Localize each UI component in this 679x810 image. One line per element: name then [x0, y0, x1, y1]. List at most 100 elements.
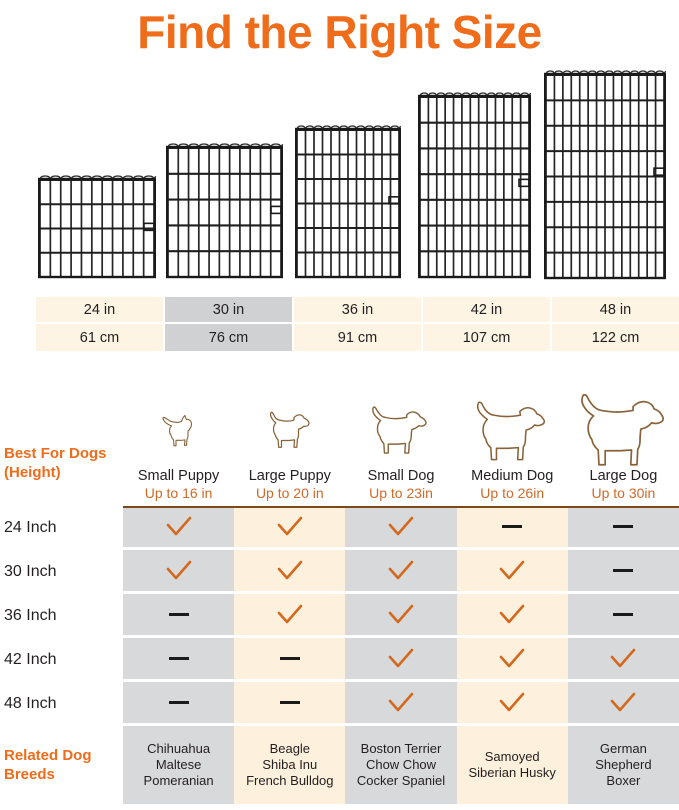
- dog-height-range: Up to 23in: [369, 485, 433, 501]
- breed-name: Siberian Husky: [468, 765, 556, 780]
- check-icon: [388, 604, 414, 626]
- breed-name: French Bulldog: [246, 773, 334, 788]
- dash-icon: [613, 569, 634, 572]
- matrix-column-header: Large Dog Up to 30in: [568, 366, 679, 506]
- dog-size-name: Small Puppy: [137, 468, 220, 484]
- breed-name: Shepherd: [595, 757, 652, 772]
- check-icon: [166, 516, 192, 538]
- crate-size-row-label: 36 Inch: [4, 607, 57, 624]
- breed-list-cell: German Shepherd Boxer: [567, 726, 679, 804]
- incompatible-cell: [456, 506, 568, 550]
- related-breeds-label: Related Dog Breeds: [0, 726, 123, 804]
- incompatible-cell: [234, 682, 346, 726]
- breed-name: Pomeranian: [143, 773, 214, 788]
- size-cell-cm: 107 cm: [423, 324, 552, 351]
- dog-size-name: Large Puppy: [248, 468, 331, 484]
- crate-24-inch: [38, 174, 156, 279]
- size-row-inches: 24 in 30 in 36 in 42 in 48 in: [36, 297, 679, 324]
- compatible-cell: [345, 682, 457, 726]
- header-divider: [123, 506, 679, 508]
- crate-42-inch: [418, 91, 531, 279]
- compatible-cell: [123, 550, 235, 594]
- matrix-column-header: Small Dog Up to 23in: [345, 366, 456, 506]
- breed-name: Samoyed: [484, 749, 540, 764]
- best-for-dogs-line2: (Height): [4, 464, 61, 481]
- size-row-cm: 61 cm 76 cm 91 cm 107 cm 122 cm: [36, 324, 679, 351]
- dog-size-name: Medium Dog: [471, 468, 554, 484]
- breed-name: Beagle: [269, 741, 311, 756]
- breed-name: Chow Chow: [365, 757, 437, 772]
- large-dog-icon: [578, 394, 668, 466]
- dash-icon: [168, 701, 189, 704]
- breed-list-cell: Samoyed Siberian Husky: [456, 726, 568, 804]
- check-icon: [277, 516, 303, 538]
- medium-dog-icon: [467, 394, 557, 466]
- compatible-cell: [567, 638, 679, 682]
- matrix-column-header: Large Puppy Up to 20 in: [234, 366, 345, 506]
- dog-height-range: Up to 20 in: [255, 485, 324, 501]
- dash-icon: [168, 613, 189, 616]
- compatible-cell: [567, 682, 679, 726]
- incompatible-cell: [123, 594, 235, 638]
- table-row: 30 Inch: [0, 550, 679, 594]
- compatible-cell: [234, 594, 346, 638]
- incompatible-cell: [123, 682, 235, 726]
- breed-name: Cocker Spaniel: [356, 773, 446, 788]
- incompatible-cell: [567, 550, 679, 594]
- dog-height-range: Up to 26in: [480, 485, 545, 501]
- size-cell-cm: 76 cm: [165, 324, 294, 351]
- breed-list-cell: Beagle Shiba Inu French Bulldog: [234, 726, 346, 804]
- table-row: 36 Inch: [0, 594, 679, 638]
- crate-48-inch: [544, 69, 666, 280]
- size-cell-cm: 61 cm: [36, 324, 165, 351]
- best-for-dogs-line1: Best For Dogs: [4, 445, 107, 462]
- size-cell-inches: 36 in: [294, 297, 423, 324]
- matrix-header-row: Best For Dogs (Height) Small Puppy Up to …: [0, 366, 679, 506]
- breed-list-text: Samoyed Siberian Husky: [468, 749, 555, 781]
- dash-icon: [279, 657, 300, 660]
- dog-size-name: Small Dog: [367, 468, 435, 484]
- check-icon: [277, 604, 303, 626]
- size-cell-inches: 42 in: [423, 297, 552, 324]
- compatible-cell: [345, 506, 457, 550]
- check-icon: [499, 560, 525, 582]
- table-row: 48 Inch: [0, 682, 679, 726]
- crate-30-inch: [166, 142, 283, 279]
- crate-36-inch: [295, 124, 401, 279]
- compatibility-matrix: Best For Dogs (Height) Small Puppy Up to …: [0, 366, 679, 804]
- dash-icon: [613, 613, 634, 616]
- check-icon: [388, 648, 414, 670]
- breed-name: Boston Terrier: [360, 741, 442, 756]
- crate-size-row-label: 42 Inch: [4, 651, 57, 668]
- breed-list-cell: Boston Terrier Chow Chow Cocker Spaniel: [345, 726, 457, 804]
- compatible-cell: [456, 594, 568, 638]
- matrix-body: 24 Inch 30 Inch 36 Inch 42 Inch 48 Inch: [0, 506, 679, 726]
- check-icon: [388, 560, 414, 582]
- breed-name: German: [599, 741, 647, 756]
- crate-size-row-label: 30 Inch: [4, 563, 57, 580]
- related-breeds-line2: Breeds: [4, 766, 55, 783]
- breed-list-text: Chihuahua Maltese Pomeranian: [144, 741, 214, 789]
- page-title: Find the Right Size: [137, 6, 542, 58]
- size-cell-inches: 30 in: [165, 297, 294, 324]
- breed-list-cell: Chihuahua Maltese Pomeranian: [123, 726, 235, 804]
- dash-icon: [279, 701, 300, 704]
- breed-name: Boxer: [606, 773, 641, 788]
- dog-height-range: Up to 30in: [591, 485, 656, 501]
- size-cell-inches: 48 in: [552, 297, 679, 324]
- compatible-cell: [345, 550, 457, 594]
- compatible-cell: [456, 550, 568, 594]
- size-cell-cm: 122 cm: [552, 324, 679, 351]
- table-row: 42 Inch: [0, 638, 679, 682]
- incompatible-cell: [234, 638, 346, 682]
- breed-list-text: Boston Terrier Chow Chow Cocker Spaniel: [357, 741, 445, 789]
- check-icon: [499, 604, 525, 626]
- size-dimension-table: 24 in 30 in 36 in 42 in 48 in 61 cm 76 cm 91 c…: [36, 297, 679, 351]
- compatible-cell: [345, 594, 457, 638]
- size-cell-cm: 91 cm: [294, 324, 423, 351]
- matrix-column-header: Small Puppy Up to 16 in: [123, 366, 234, 506]
- check-icon: [388, 516, 414, 538]
- crate-size-row-label: 24 Inch: [4, 519, 57, 536]
- dash-icon: [613, 525, 634, 528]
